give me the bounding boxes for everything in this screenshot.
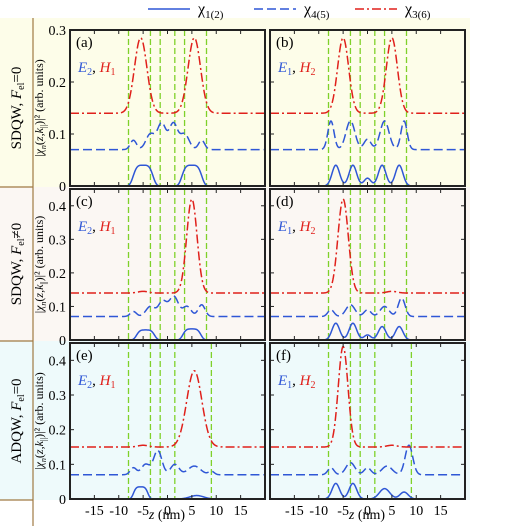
y-tick-label: 0: [59, 493, 66, 508]
series-chi36: [270, 345, 465, 448]
panel-e: -15 -10 -5 0 5 10 15 0 0.1 0.2 0.3 0.4 (e) E2, H1 |χn(…: [32, 342, 266, 519]
legend-entry: χ3(6): [355, 1, 431, 21]
row-background: [0, 341, 470, 500]
legend-entry: χ1(2): [148, 1, 224, 21]
x-axis-label: z (nm): [348, 508, 386, 523]
x-tick-label: -10: [109, 504, 128, 519]
panel-label: (d): [276, 194, 294, 210]
x-tick-label: -15: [85, 504, 104, 519]
y-tick-label: 0.4: [49, 354, 67, 369]
panel-f: -15 -10 -5 0 5 10 15 (f) E1, H2: [269, 342, 466, 519]
legend: χ1(2) χ4(5) χ3(6): [148, 1, 431, 21]
y-tick-label: 0: [59, 334, 66, 349]
series-chi36: [270, 198, 465, 294]
y-tick-label: 0.1: [49, 128, 67, 143]
legend-label: χ1(2): [197, 1, 224, 21]
x-tick-label: 5: [388, 504, 395, 519]
series-chi36: [70, 369, 265, 448]
series-chi36: [70, 198, 265, 294]
y-tick-label: 0.2: [49, 424, 67, 439]
y-axis-label: |χn(z,k||)|² (arb. units): [32, 59, 48, 157]
legend-label: χ3(6): [404, 1, 431, 21]
panels: 0 0.1 0.2 0.3 (a) E2, H1 |χn(z,k||)|² (arb. un…: [32, 24, 466, 519]
series-chi36: [70, 36, 265, 114]
panel-a: 0 0.1 0.2 0.3 (a) E2, H1 |χn(z,k||)|² (arb. un…: [32, 24, 266, 195]
panel-c: 0 0.1 0.2 0.3 0.4 (c) E2, H1 |χn(z,k||)|² (arb.…: [32, 188, 266, 349]
state-label: E1, H2: [277, 219, 316, 237]
row-labels: SDQW, Fel=0 SDQW, Fel≠0 ADQW, Fel=0: [9, 67, 27, 464]
x-tick-label: 15: [234, 504, 248, 519]
y-tick-label: 0.2: [49, 76, 67, 91]
x-tick-label: -5: [337, 504, 349, 519]
panel-label: (b): [276, 35, 294, 51]
series-chi45: [70, 449, 265, 476]
series-chi45: [270, 444, 465, 476]
y-tick-label: 0.4: [49, 200, 67, 215]
x-tick-label: -10: [309, 504, 328, 519]
series-chi45: [70, 121, 265, 151]
y-tick-label: 0.3: [49, 389, 67, 404]
row-background: [0, 187, 470, 341]
state-label: E2, H1: [77, 373, 116, 391]
y-axis-label: |χn(z,k||)|² (arb. units): [32, 216, 48, 314]
y-tick-label: 0.1: [49, 458, 67, 473]
x-tick-label: 0: [364, 504, 371, 519]
y-tick-label: 0: [59, 180, 66, 195]
series-chi45: [70, 295, 265, 318]
row-label: SDQW, Fel=0: [9, 67, 27, 150]
y-axis-label: |χn(z,k||)|² (arb. units): [32, 372, 48, 470]
state-label: E1, H2: [277, 60, 316, 78]
x-tick-label: 10: [409, 504, 423, 519]
x-tick-label: -15: [285, 504, 304, 519]
x-tick-label: 5: [188, 504, 195, 519]
row-label: SDQW, Fel≠0: [9, 223, 27, 305]
panel-b: (b) E1, H2: [269, 29, 466, 187]
legend-entry: χ4(5): [254, 1, 330, 21]
x-tick-label: -5: [137, 504, 149, 519]
panel-label: (e): [76, 348, 93, 364]
series-chi45: [270, 120, 465, 151]
state-label: E2, H1: [77, 219, 116, 237]
panel-label: (c): [76, 194, 93, 210]
y-tick-label: 0.1: [49, 300, 67, 315]
x-tick-label: 15: [434, 504, 448, 519]
state-label: E1, H2: [277, 373, 316, 391]
legend-label: χ4(5): [303, 1, 330, 21]
x-axis-label-group: z (nm) z (nm): [148, 508, 386, 523]
panel-d: (d) E1, H2: [269, 188, 466, 341]
x-tick-label: 10: [209, 504, 223, 519]
y-tick-label: 0.3: [49, 233, 67, 248]
panel-label: (f): [276, 348, 291, 364]
panel-label: (a): [76, 35, 93, 51]
y-tick-label: 0.2: [49, 267, 67, 282]
series-chi45: [270, 297, 465, 318]
y-tick-label: 0.3: [49, 24, 67, 39]
x-tick-label: 0: [164, 504, 171, 519]
row-label: ADQW, Fel=0: [9, 378, 27, 463]
state-label: E2, H1: [77, 60, 116, 78]
x-axis-label: z (nm): [148, 508, 186, 523]
